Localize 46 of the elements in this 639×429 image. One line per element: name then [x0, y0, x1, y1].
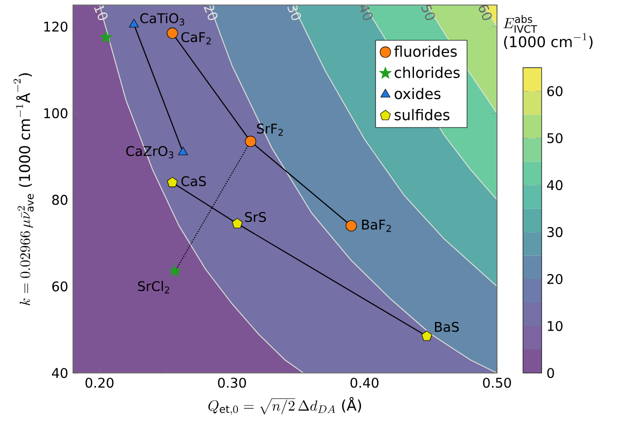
legend-label: fluorides [394, 46, 457, 57]
annotation: BaS [435, 322, 459, 332]
point [168, 264, 182, 276]
color-bar-label: 0 [547, 368, 554, 378]
text: 30 [287, 4, 302, 20]
color-bar-label: 40 [547, 180, 562, 190]
legend-label: oxides [394, 88, 440, 100]
color-bar-title: $\begin{array}{l}E_{\mathrm{IVCT}}^{\mathrm{abs}}\\ \mbox{(1000 cm}^{-1}\mbox{)}\end{array}$ [503, 15, 593, 50]
legend-label: sulfides [394, 109, 450, 120]
point [421, 330, 432, 341]
point [167, 176, 178, 188]
text: 20 [204, 4, 218, 20]
annotation: CaF$_{2}$ [181, 32, 211, 44]
text: 50 [421, 4, 435, 20]
point [232, 218, 243, 228]
y-tick-label: 60 [52, 281, 68, 292]
x-tick-label: 0.40 [350, 378, 378, 388]
text: 60 [478, 4, 492, 20]
x-tick-label: 0.50 [483, 378, 511, 388]
x-axis-title: $Q_{\mathrm{et},0}=\sqrt{n/2}\,\Delta d_{DA}\ \mbox{(\AA)}$ [208, 396, 362, 415]
color-bar-label: 50 [547, 133, 562, 144]
color-bar-label: 60 [547, 86, 562, 96]
y-tick-label: 40 [52, 368, 68, 378]
x-tick-label: 0.20 [86, 378, 114, 388]
annotation: SrS [245, 212, 266, 222]
y-tick-label: 120 [44, 22, 68, 32]
point [178, 146, 188, 156]
point [346, 220, 357, 232]
y-tick-label: 80 [52, 194, 68, 205]
x-tick-label: 0.30 [218, 378, 246, 388]
color-bar-label: 30 [547, 227, 562, 238]
point [100, 31, 112, 43]
point [129, 18, 139, 28]
legend-label: chlorides [394, 66, 460, 78]
annotation: CaTiO$_{3}$ [140, 12, 184, 26]
annotation: CaS [181, 176, 206, 186]
point [244, 136, 256, 147]
annotation: SrCl$_{2}$ [138, 280, 170, 294]
y-axis-title: $k=0.02966\,\mu\bar{\nu}_{\mathrm{ave}}^{2}\ \mbox{(1000 cm}^{-1}\mbox{\AA}^{-2}\mbox{)}$ [13, 73, 34, 306]
text: 10 [94, 4, 108, 20]
annotation: BaF$_{2}$ [362, 220, 391, 232]
y-tick-label: 100 [44, 108, 68, 118]
color-bar-label: 10 [548, 320, 562, 332]
point [166, 28, 178, 39]
text: 40 [360, 6, 373, 20]
color-bar-label: 20 [547, 274, 562, 284]
